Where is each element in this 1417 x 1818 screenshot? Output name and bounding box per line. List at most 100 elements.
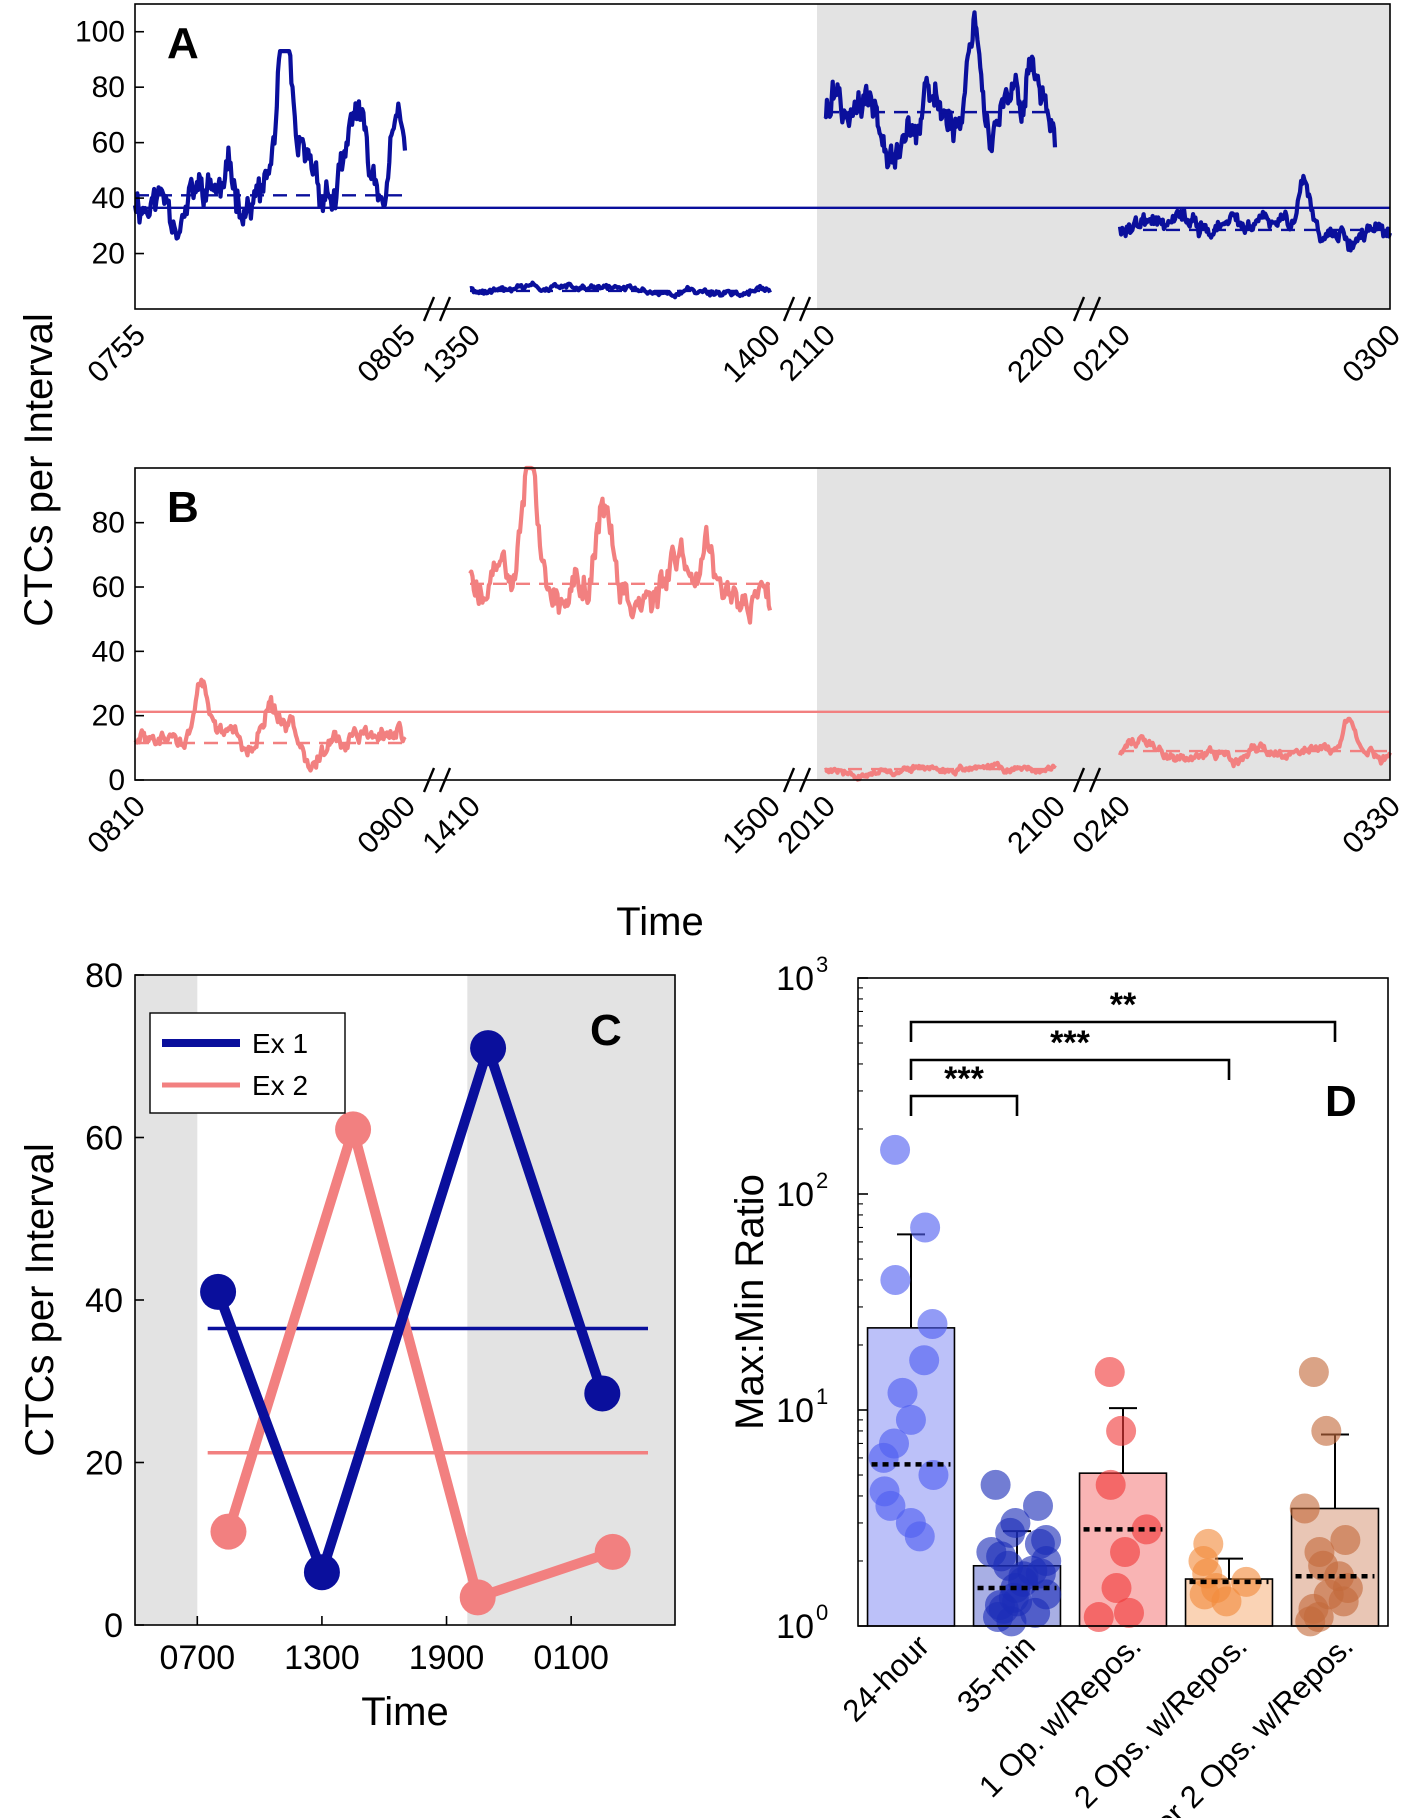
axis-break-mark bbox=[422, 296, 436, 322]
panel-d-point-1 bbox=[917, 1309, 948, 1340]
panel-d-significance-bracket-1 bbox=[909, 1094, 1019, 1116]
y-tick-label: 0 bbox=[108, 764, 125, 797]
panel-d-point-1 bbox=[895, 1404, 926, 1435]
panel-d-point-2 bbox=[995, 1517, 1026, 1548]
panel-d-point-5 bbox=[1289, 1493, 1320, 1524]
legend-label-ex1: Ex 1 bbox=[252, 1028, 308, 1059]
panel-d-point-5 bbox=[1298, 1356, 1329, 1387]
axis-break-mark bbox=[798, 296, 812, 322]
x-tick-label: 1350 bbox=[416, 319, 487, 390]
y-tick-label: 60 bbox=[92, 127, 125, 160]
panel-c-ex1-line bbox=[213, 1043, 608, 1578]
panel-a-segment-1-trace bbox=[132, 48, 408, 241]
panel-c-ex2-point bbox=[210, 1513, 247, 1550]
x-tick-label: 1900 bbox=[409, 1639, 485, 1677]
panel-d-point-2 bbox=[996, 1606, 1027, 1637]
panel-d-point-5 bbox=[1330, 1525, 1361, 1556]
x-tick-label: 2010 bbox=[771, 790, 842, 861]
panel-c-ex1-point bbox=[470, 1030, 507, 1067]
panel-d-point-3 bbox=[1106, 1415, 1137, 1446]
panel-d-point-5 bbox=[1328, 1586, 1359, 1617]
panel-d-point-1 bbox=[910, 1212, 941, 1243]
panel-d-point-1 bbox=[909, 1345, 940, 1376]
panel-c-ex2-line bbox=[223, 1124, 615, 1603]
panel-d-significance-label-3: ** bbox=[1110, 986, 1137, 1024]
panel-c: 0 20 40 60 80 0700 1300 1900 0100 Time CTCs per In… bbox=[18, 957, 676, 1734]
panel-d-significance-bracket-2 bbox=[909, 1058, 1231, 1080]
panel-d-significance-label-2: *** bbox=[1050, 1024, 1090, 1062]
y-tick-label: 0 bbox=[104, 1607, 123, 1645]
panel-d-significance-label-1: *** bbox=[944, 1060, 984, 1098]
x-tick-label: 1300 bbox=[284, 1639, 360, 1677]
x-tick-label: 2200 bbox=[1001, 319, 1072, 390]
x-tick-label: 0300 bbox=[1336, 319, 1407, 390]
x-tick-label: 0700 bbox=[159, 1639, 235, 1677]
x-tick-label: 0210 bbox=[1066, 319, 1137, 390]
panel-d-point-1 bbox=[918, 1460, 949, 1491]
y-tick-label: 60 bbox=[92, 571, 125, 604]
panel-a-segment-3-trace bbox=[823, 10, 1058, 170]
panel-c-legend bbox=[149, 1012, 346, 1114]
panel-d-point-2 bbox=[1023, 1490, 1054, 1521]
panel-c-ex2-point bbox=[459, 1579, 496, 1616]
axis-break-mark bbox=[1072, 296, 1086, 322]
x-tick-label: 1400 bbox=[716, 319, 787, 390]
panel-d-point-2 bbox=[986, 1541, 1017, 1572]
x-tick-label: 0755 bbox=[81, 319, 152, 390]
panel-c-ex1-point bbox=[584, 1375, 621, 1412]
panel-b-segment-4-trace bbox=[1118, 716, 1392, 769]
axis-break-mark bbox=[782, 767, 796, 793]
panel-d-point-3 bbox=[1094, 1356, 1125, 1387]
panel-d-letter: D bbox=[1325, 1077, 1357, 1126]
panel-d-point-2 bbox=[980, 1469, 1011, 1500]
panel-d-point-1 bbox=[887, 1377, 918, 1408]
y-tick-label: 80 bbox=[92, 71, 125, 104]
axis-break-mark bbox=[798, 767, 812, 793]
panel-d-point-2 bbox=[1025, 1558, 1056, 1589]
x-tick-label: 0330 bbox=[1336, 790, 1407, 861]
x-tick-label: 1500 bbox=[716, 790, 787, 861]
y-tick-label: 10 bbox=[776, 1392, 814, 1430]
panel-a-segment-2-trace bbox=[469, 280, 772, 300]
panel-d-x-label-2: 35-min bbox=[950, 1628, 1042, 1720]
panel-b-letter: B bbox=[167, 483, 199, 532]
x-tick-label: 0805 bbox=[351, 319, 422, 390]
panel-d-point-5 bbox=[1311, 1415, 1342, 1446]
panel-a-night-shading bbox=[817, 4, 1390, 309]
x-tick-label: 0810 bbox=[81, 790, 152, 861]
panel-b-night-shading bbox=[817, 468, 1390, 780]
y-tick-label: 10 bbox=[776, 1176, 814, 1214]
y-tick-exponent: 0 bbox=[816, 1600, 828, 1625]
panel-d-point-3 bbox=[1110, 1537, 1141, 1568]
x-tick-label: 2100 bbox=[1001, 790, 1072, 861]
y-tick-label: 20 bbox=[92, 700, 125, 733]
axis-break-mark bbox=[1088, 767, 1102, 793]
x-tick-label: 0900 bbox=[351, 790, 422, 861]
panel-a-segment-4-trace bbox=[1117, 173, 1393, 253]
panel-d-axes-frame bbox=[857, 977, 1389, 1627]
panel-d-significance-bracket-3 bbox=[909, 1020, 1337, 1042]
panel-c-ex2-point bbox=[335, 1111, 372, 1148]
axis-break-mark bbox=[1088, 296, 1102, 322]
y-tick-label: 40 bbox=[85, 1282, 123, 1320]
axis-break-mark bbox=[422, 767, 436, 793]
panel-c-x-axis-label: Time bbox=[361, 1690, 448, 1734]
axis-break-mark bbox=[1072, 767, 1086, 793]
panel-b-segment-2-trace bbox=[468, 465, 773, 625]
y-tick-label: 40 bbox=[92, 182, 125, 215]
panel-b-axes-frame bbox=[134, 467, 1391, 781]
panel-d-point-2 bbox=[1031, 1525, 1062, 1556]
panel-d-point-3 bbox=[1095, 1469, 1126, 1500]
panel-d-point-1 bbox=[880, 1134, 911, 1165]
y-tick-label: 80 bbox=[92, 507, 125, 540]
legend-label-ex2: Ex 2 bbox=[252, 1070, 308, 1101]
panel-c-ex2-point bbox=[594, 1533, 631, 1570]
axis-break-mark bbox=[782, 296, 796, 322]
panel-b-segment-1-trace bbox=[133, 677, 407, 773]
y-tick-label: 10 bbox=[776, 960, 814, 998]
y-tick-exponent: 3 bbox=[816, 952, 828, 977]
